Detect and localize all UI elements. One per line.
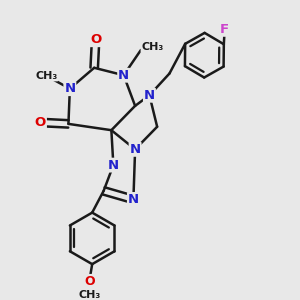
Text: O: O	[35, 116, 46, 129]
Text: O: O	[90, 33, 101, 46]
Text: F: F	[220, 23, 229, 36]
Text: CH₃: CH₃	[78, 290, 100, 300]
Text: N: N	[118, 69, 129, 82]
Text: CH₃: CH₃	[141, 42, 164, 52]
Text: N: N	[64, 82, 75, 95]
Text: N: N	[108, 159, 119, 172]
Text: CH₃: CH₃	[35, 71, 58, 81]
Text: O: O	[84, 275, 94, 288]
Text: N: N	[130, 143, 141, 156]
Text: N: N	[128, 193, 139, 206]
Text: N: N	[144, 89, 155, 102]
